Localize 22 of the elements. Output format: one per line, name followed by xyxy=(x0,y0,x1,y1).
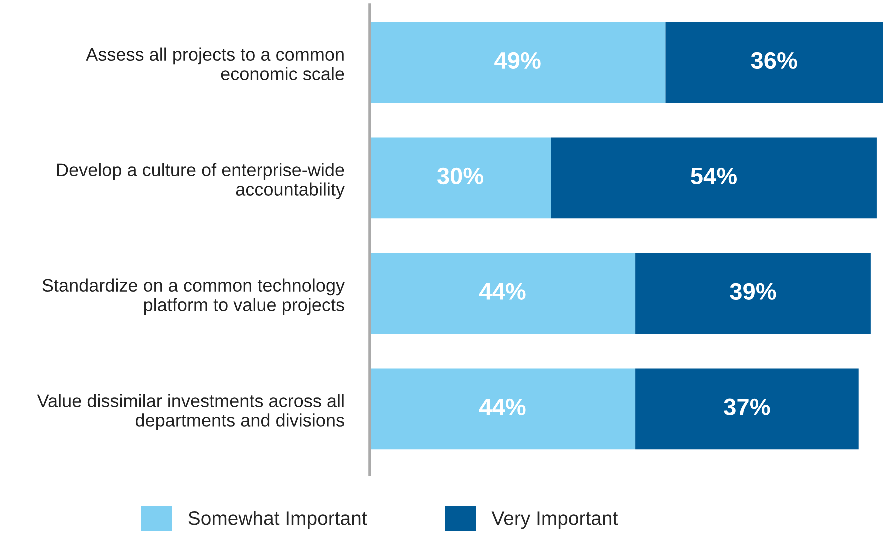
bar xyxy=(666,22,883,104)
bar xyxy=(370,22,666,104)
y-tick-label: Standardize on a common technology platform to value projects xyxy=(42,278,345,316)
bar xyxy=(636,253,871,334)
y-tick-label: Assess all projects to a common economic scale xyxy=(86,48,344,80)
bar xyxy=(370,253,636,334)
data-label: 37% xyxy=(724,398,770,416)
data-label: 44% xyxy=(480,398,526,416)
bar xyxy=(551,138,877,219)
data-label: 54% xyxy=(691,168,738,185)
y-tick-label: Value dissimilar investments across all departments and divisions xyxy=(37,394,344,430)
bar xyxy=(370,368,636,450)
legend-label: Somewhat Important xyxy=(188,511,368,530)
data-label: 49% xyxy=(494,52,541,70)
data-label: 30% xyxy=(437,168,484,185)
legend-label: Very Important xyxy=(492,512,618,530)
y-tick-label: Develop a culture of enterprise-wide accountability xyxy=(57,163,345,200)
data-label: 44% xyxy=(480,283,526,300)
data-label: 39% xyxy=(730,283,776,300)
bar xyxy=(370,138,552,219)
data-label: 36% xyxy=(751,52,798,70)
bar xyxy=(636,368,859,450)
